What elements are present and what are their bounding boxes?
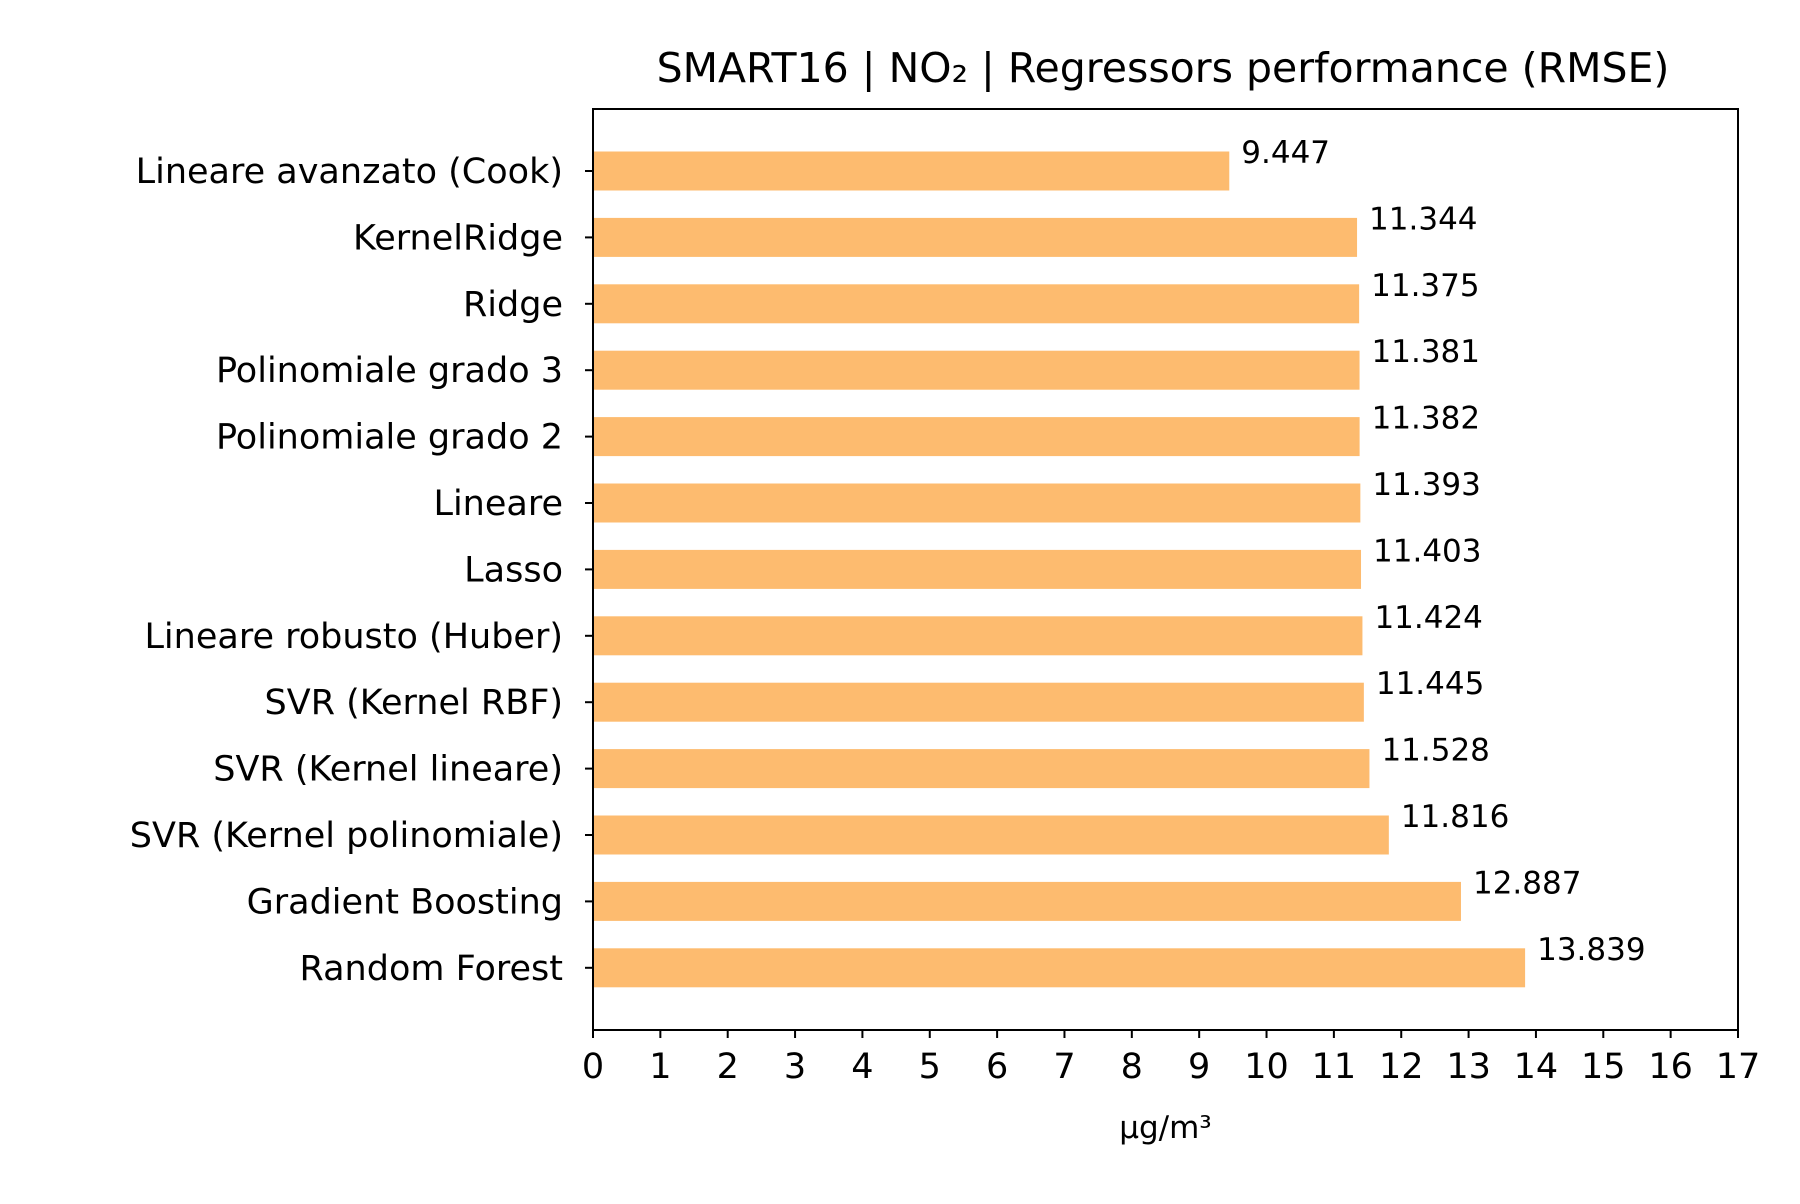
category-label-svr-kernel-polinomiale: SVR (Kernel polinomiale) <box>130 816 563 856</box>
x-tick-label-16: 16 <box>1648 1047 1693 1087</box>
value-label-lineare-robusto-huber: 11.424 <box>1374 600 1482 636</box>
value-label-random-forest: 13.839 <box>1537 932 1645 968</box>
bar-random-forest <box>593 948 1526 988</box>
x-tick-label-13: 13 <box>1446 1047 1491 1087</box>
bar-svr-kernel-polinomiale <box>593 815 1389 855</box>
x-tick-label-8: 8 <box>1121 1047 1143 1087</box>
x-tick-label-17: 17 <box>1716 1047 1761 1087</box>
x-tick-label-2: 2 <box>717 1047 739 1087</box>
plot-frame <box>592 108 1739 1031</box>
value-label-gradient-boosting: 12.887 <box>1473 865 1581 901</box>
x-tick-label-14: 14 <box>1514 1047 1559 1087</box>
category-label-polinomiale-grado-2: Polinomiale grado 2 <box>216 418 563 458</box>
bar-lineare-robusto-huber <box>593 616 1363 656</box>
category-label-svr-kernel-lineare: SVR (Kernel lineare) <box>213 750 563 790</box>
bar-lineare-avanzato-cook <box>593 151 1230 191</box>
x-tick-label-9: 9 <box>1188 1047 1210 1087</box>
bars-layer: 9.447 11.344 11.375 11.381 11.382 11.393 11.40… <box>593 135 1646 988</box>
bar-polinomiale-grado-2 <box>593 417 1360 457</box>
chart-title: SMART16 | NO₂ | Regressors performance (… <box>657 44 1670 92</box>
bar-svr-kernel-rbf <box>593 682 1364 722</box>
value-label-lineare: 11.393 <box>1372 467 1480 503</box>
x-tick-label-1: 1 <box>649 1047 671 1087</box>
bar-gradient-boosting <box>593 881 1461 921</box>
bar-ridge <box>593 284 1360 324</box>
value-label-svr-kernel-polinomiale: 11.816 <box>1401 799 1509 835</box>
value-label-ridge: 11.375 <box>1371 268 1479 304</box>
value-label-polinomiale-grado-2: 11.382 <box>1372 401 1480 437</box>
category-label-polinomiale-grado-3: Polinomiale grado 3 <box>216 351 563 391</box>
category-label-svr-kernel-rbf: SVR (Kernel RBF) <box>265 683 563 723</box>
x-tick-label-12: 12 <box>1379 1047 1424 1087</box>
value-label-svr-kernel-lineare: 11.528 <box>1381 733 1489 769</box>
bar-lasso <box>593 549 1362 589</box>
category-label-lasso: Lasso <box>464 550 563 590</box>
x-tick-label-15: 15 <box>1581 1047 1626 1087</box>
bar-lineare <box>593 483 1361 523</box>
category-label-ridge: Ridge <box>463 285 563 325</box>
x-tick-label-0: 0 <box>582 1047 604 1087</box>
bar-polinomiale-grado-3 <box>593 350 1360 390</box>
x-tick-label-3: 3 <box>784 1047 806 1087</box>
x-tick-label-10: 10 <box>1244 1047 1289 1087</box>
category-labels: Lineare avanzato (Cook) KernelRidge Ridge P… <box>130 152 593 989</box>
category-label-gradient-boosting: Gradient Boosting <box>247 882 563 922</box>
value-label-kernelridge: 11.344 <box>1369 201 1477 237</box>
category-label-lineare-robusto-huber: Lineare robusto (Huber) <box>144 617 563 657</box>
category-label-random-forest: Random Forest <box>300 949 563 989</box>
value-label-svr-kernel-rbf: 11.445 <box>1376 666 1484 702</box>
value-label-lineare-avanzato-cook: 9.447 <box>1241 135 1330 171</box>
x-axis-label: µg/m³ <box>1119 1110 1211 1146</box>
x-axis-ticks: 0 1 2 3 4 5 6 7 8 9 10 11 12 13 14 15 16 17 <box>582 1030 1760 1087</box>
x-tick-label-11: 11 <box>1312 1047 1357 1087</box>
value-label-polinomiale-grado-3: 11.381 <box>1372 334 1480 370</box>
bar-kernelridge <box>593 217 1358 257</box>
category-label-lineare: Lineare <box>433 484 563 524</box>
category-label-kernelridge: KernelRidge <box>353 218 563 258</box>
x-tick-label-6: 6 <box>986 1047 1008 1087</box>
x-tick-label-5: 5 <box>919 1047 941 1087</box>
x-tick-label-4: 4 <box>851 1047 873 1087</box>
category-label-lineare-avanzato-cook: Lineare avanzato (Cook) <box>136 152 563 192</box>
value-label-lasso: 11.403 <box>1373 533 1481 569</box>
x-tick-label-7: 7 <box>1053 1047 1075 1087</box>
bar-svr-kernel-lineare <box>593 749 1370 789</box>
